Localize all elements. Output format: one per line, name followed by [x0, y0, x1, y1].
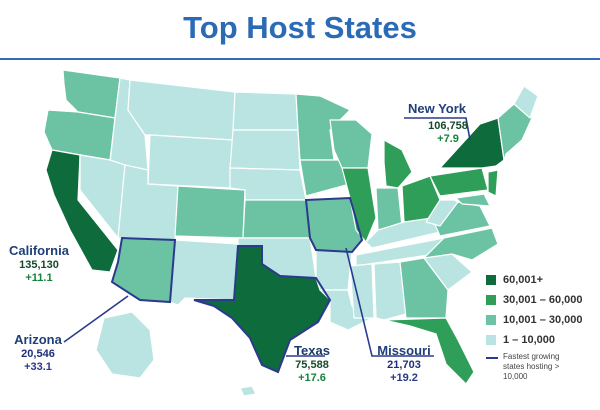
label-texas-name: Texas — [294, 343, 330, 358]
label-california-value: 135,130 — [19, 258, 59, 271]
state-wyoming — [147, 134, 234, 189]
state-new-mexico — [169, 239, 239, 306]
state-alabama — [373, 261, 407, 321]
label-texas: Texas 75,588 +17.6 — [288, 343, 336, 384]
legend-item: 10,001 – 30,000 — [486, 310, 596, 330]
label-missouri-name: Missouri — [377, 343, 431, 358]
state-minnesota — [295, 93, 351, 161]
state-washington — [62, 69, 121, 119]
label-arizona-value: 20,546 — [21, 347, 55, 360]
state-north-carolina — [423, 227, 499, 261]
state-montana — [127, 79, 236, 141]
legend: 60,001+ 30,001 – 60,000 10,001 – 30,000 … — [486, 270, 596, 382]
legend-swatch — [486, 275, 496, 285]
state-alaska — [95, 311, 155, 379]
state-colorado — [174, 185, 246, 239]
legend-label: 10,001 – 30,000 — [503, 314, 583, 326]
legend-line-label: Fastest growing states hosting > 10,000 — [503, 352, 560, 381]
legend-label: 30,001 – 60,000 — [503, 294, 583, 306]
label-missouri: Missouri 21,703 +19.2 — [372, 343, 436, 384]
state-georgia — [399, 257, 449, 319]
label-texas-growth: +17.6 — [298, 371, 326, 384]
state-florida — [383, 317, 475, 385]
legend-swatch — [486, 315, 496, 325]
callout-line-newyork — [404, 117, 471, 141]
label-arizona: Arizona 20,546 +33.1 — [8, 332, 68, 373]
state-mississippi — [349, 263, 375, 319]
label-missouri-growth: +19.2 — [390, 371, 418, 384]
outline-texas — [193, 245, 332, 374]
page-title: Top Host States — [183, 10, 417, 45]
label-texas-value: 75,588 — [295, 358, 329, 371]
legend-line-item: Fastest growing states hosting > 10,000 — [486, 352, 596, 382]
callout-line-arizona — [63, 295, 129, 343]
legend-line-swatch — [486, 357, 498, 359]
label-arizona-growth: +33.1 — [24, 360, 52, 373]
legend-swatch — [486, 335, 496, 345]
title-divider — [0, 58, 600, 60]
legend-item: 1 – 10,000 — [486, 330, 596, 350]
outline-arizona — [110, 236, 177, 304]
state-pennsylvania — [429, 167, 489, 197]
legend-label: 60,001+ — [503, 274, 544, 286]
label-california-growth: +11.1 — [25, 271, 53, 284]
state-arizona — [111, 237, 176, 303]
state-kansas — [242, 199, 311, 239]
label-missouri-value: 21,703 — [387, 358, 421, 371]
label-new-york-value: 106,758 — [428, 119, 468, 132]
label-new-york-growth: +7.9 — [437, 132, 459, 145]
legend-label: 1 – 10,000 — [503, 334, 555, 346]
state-maine — [513, 85, 539, 119]
state-arkansas — [315, 249, 353, 291]
label-new-york: New York 106,758 +7.9 — [402, 101, 472, 145]
state-michigan — [383, 139, 413, 189]
state-new-jersey — [487, 169, 499, 197]
label-california: California 135,130 +11.1 — [4, 243, 74, 284]
state-west-virginia — [425, 199, 459, 227]
legend-item: 60,001+ — [486, 270, 596, 290]
legend-item: 30,001 – 60,000 — [486, 290, 596, 310]
label-california-name: California — [9, 243, 69, 258]
state-louisiana — [319, 289, 373, 331]
callout-line-missouri — [345, 247, 434, 357]
outline-missouri — [304, 196, 364, 254]
state-south-dakota — [229, 129, 301, 171]
legend-swatch — [486, 295, 496, 305]
label-arizona-name: Arizona — [14, 332, 62, 347]
state-north-dakota — [232, 91, 299, 131]
state-hawaii — [239, 385, 257, 397]
label-new-york-name: New York — [407, 101, 467, 116]
state-maryland — [455, 193, 491, 207]
state-california — [45, 149, 119, 273]
